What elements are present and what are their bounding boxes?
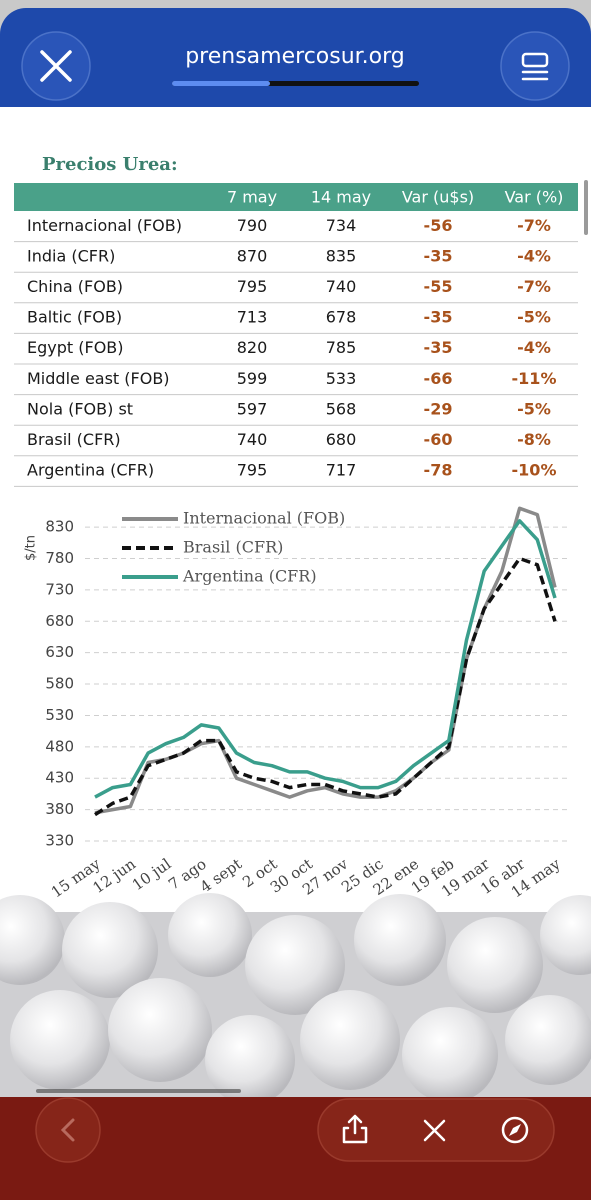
table-cell: 790 (237, 216, 268, 235)
y-tick-label: 580 (45, 675, 74, 693)
table-cell: -4% (517, 246, 551, 265)
row-label: Middle east (FOB) (27, 369, 170, 388)
close-button[interactable] (21, 31, 91, 101)
table-cell: -5% (517, 308, 551, 327)
url: prensamercosur.org (185, 44, 405, 69)
legend-label: Argentina (CFR) (182, 567, 317, 586)
table-cell: 795 (237, 461, 268, 480)
table-header-cell: 7 may (227, 188, 277, 207)
progress-fill (172, 81, 270, 86)
table-cell: 795 (237, 277, 268, 296)
y-tick-label: 780 (45, 549, 74, 567)
row-label: India (CFR) (27, 246, 115, 265)
row-label: Brasil (CFR) (27, 430, 121, 449)
table-header-cell: Var (u$s) (402, 188, 474, 207)
table-cell: 597 (237, 399, 268, 418)
table-cell: 680 (326, 430, 357, 449)
y-tick-label: 730 (45, 580, 74, 598)
y-tick-label: 830 (45, 518, 74, 536)
table-cell: 678 (326, 308, 357, 327)
table-cell: -66 (424, 369, 453, 388)
row-label: China (FOB) (27, 277, 123, 296)
table-cell: 533 (326, 369, 357, 388)
y-tick-label: 330 (45, 832, 74, 850)
legend-label: Internacional (FOB) (183, 509, 345, 528)
table-cell: -55 (424, 277, 453, 296)
table-header-cell: 14 may (311, 188, 371, 207)
row-label: Nola (FOB) st (27, 399, 133, 418)
series-line (94, 556, 557, 817)
y-tick-label: 480 (45, 737, 74, 755)
table-cell: 713 (237, 308, 268, 327)
table-cell: 740 (326, 277, 357, 296)
table-cell: -7% (517, 216, 551, 235)
table-cell: -29 (424, 399, 453, 418)
table-cell: -35 (424, 338, 453, 357)
table-cell: -10% (512, 461, 557, 480)
table-cell: 734 (326, 216, 357, 235)
reader-button[interactable] (500, 31, 570, 101)
y-tick-label: 530 (45, 706, 74, 724)
table-cell: 717 (326, 461, 357, 480)
table-header-cell: Var (%) (505, 188, 564, 207)
y-axis-label: $/tn (24, 535, 39, 561)
y-tick-label: 380 (45, 800, 74, 818)
series-line (94, 519, 557, 799)
scrollbar (584, 180, 588, 235)
row-label: Argentina (CFR) (27, 461, 154, 480)
table-cell: -35 (424, 308, 453, 327)
back-button[interactable] (35, 1097, 101, 1163)
price-table: 7 may 14 may Var (u$s) Var (%) Internacional… (14, 183, 578, 487)
table-cell: -5% (517, 399, 551, 418)
table-cell: 785 (326, 338, 357, 357)
row-label: Egypt (FOB) (27, 338, 124, 357)
urea-photo (0, 893, 591, 1105)
row-label: Internacional (FOB) (27, 216, 182, 235)
table-cell: 599 (237, 369, 268, 388)
table-cell: -35 (424, 246, 453, 265)
legend-label: Brasil (CFR) (183, 538, 283, 557)
y-tick-label: 430 (45, 769, 74, 787)
y-tick-label: 630 (45, 643, 74, 661)
close-tab-button[interactable] (423, 1119, 446, 1142)
table-cell: -60 (424, 430, 453, 449)
table-title: Precios Urea: (42, 154, 178, 175)
table-cell: 740 (237, 430, 268, 449)
table-cell: -8% (517, 430, 551, 449)
table-cell: -56 (424, 216, 453, 235)
table-cell: -7% (517, 277, 551, 296)
table-cell: 835 (326, 246, 357, 265)
table-cell: -78 (424, 461, 453, 480)
share-button[interactable] (342, 1114, 368, 1144)
table-cell: -4% (517, 338, 551, 357)
table-cell: 820 (237, 338, 268, 357)
row-label: Baltic (FOB) (27, 308, 122, 327)
table-cell: 870 (237, 246, 268, 265)
table-header-bg (14, 183, 578, 211)
table-cell: 568 (326, 399, 357, 418)
compass-button[interactable] (501, 1116, 529, 1144)
table-cell: -11% (512, 369, 557, 388)
y-tick-label: 680 (45, 612, 74, 630)
